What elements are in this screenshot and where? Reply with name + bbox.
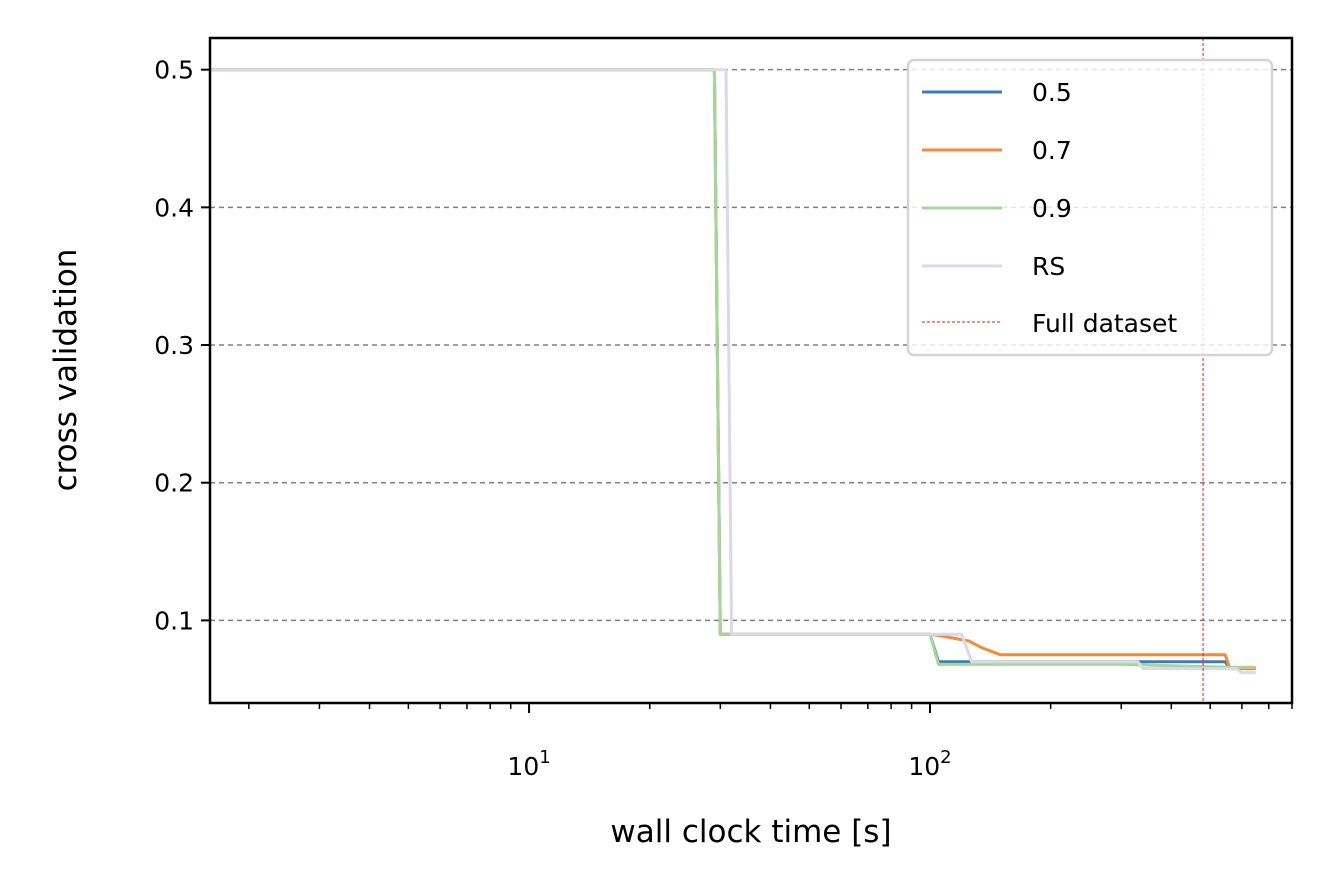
y-tick-label: 0.4 bbox=[154, 193, 194, 222]
legend: 0.5 0.7 0.9 RS Full dataset bbox=[906, 58, 1274, 357]
y-tick-label: 0.2 bbox=[154, 469, 194, 498]
y-tick-label: 0.3 bbox=[154, 331, 194, 360]
legend-label-0-9: 0.9 bbox=[1032, 194, 1072, 223]
legend-box bbox=[906, 58, 1274, 357]
legend-label-0-7: 0.7 bbox=[1032, 136, 1072, 165]
y-tick-label: 0.5 bbox=[154, 56, 194, 85]
y-tick-label: 0.1 bbox=[154, 606, 194, 635]
x-axis-ticks: 101 102 bbox=[248, 703, 1293, 781]
x-tick-label: 101 bbox=[507, 747, 550, 781]
legend-label-full-dataset: Full dataset bbox=[1032, 309, 1177, 338]
series-lines bbox=[210, 68, 1256, 675]
plot-frame bbox=[208, 36, 1294, 705]
series-line-0-9 bbox=[210, 68, 1256, 669]
y-axis-ticks: 0.1 0.2 0.3 0.4 0.5 bbox=[154, 56, 210, 635]
series-line-rs bbox=[210, 68, 1256, 675]
x-axis-title: wall clock time [s] bbox=[610, 814, 891, 850]
legend-label-rs: RS bbox=[1032, 252, 1065, 281]
y-axis-title: cross validation bbox=[48, 249, 84, 492]
legend-label-0-5: 0.5 bbox=[1032, 78, 1072, 107]
x-tick-label: 102 bbox=[908, 747, 951, 781]
